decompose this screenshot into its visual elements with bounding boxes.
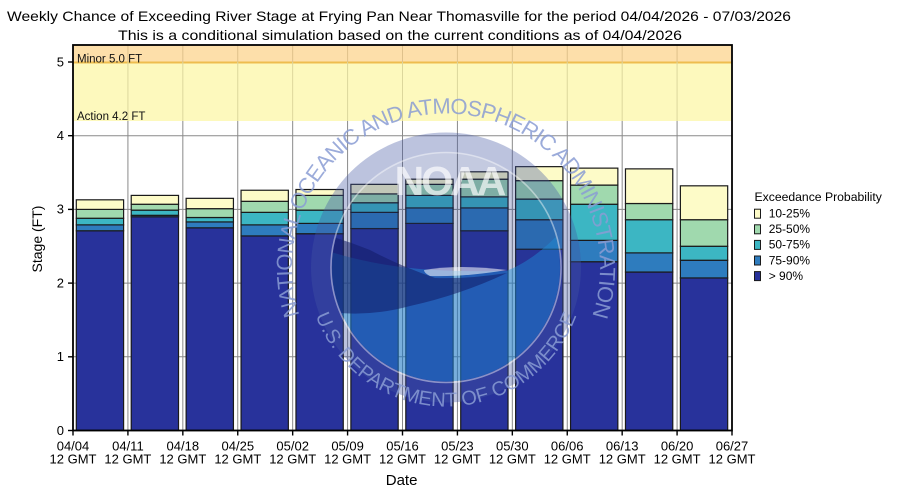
- svg-text:04/11: 04/11: [112, 439, 144, 454]
- svg-text:Weekly Chance of Exceeding Riv: Weekly Chance of Exceeding River Stage a…: [7, 8, 791, 24]
- svg-text:04/25: 04/25: [222, 439, 255, 454]
- svg-text:12 GMT: 12 GMT: [159, 452, 206, 467]
- svg-text:04/18: 04/18: [167, 439, 200, 454]
- svg-text:06/27: 06/27: [716, 439, 749, 454]
- svg-text:12 GMT: 12 GMT: [544, 452, 591, 467]
- svg-text:05/16: 05/16: [386, 439, 419, 454]
- svg-text:06/06: 06/06: [551, 439, 584, 454]
- svg-text:Date: Date: [386, 472, 418, 489]
- svg-text:NOAA: NOAA: [395, 158, 506, 204]
- svg-text:12 GMT: 12 GMT: [489, 452, 536, 467]
- svg-text:12 GMT: 12 GMT: [379, 452, 426, 467]
- svg-text:05/30: 05/30: [496, 439, 529, 454]
- svg-text:12 GMT: 12 GMT: [434, 452, 481, 467]
- svg-text:05/09: 05/09: [331, 439, 364, 454]
- svg-text:0: 0: [57, 423, 64, 438]
- svg-text:05/02: 05/02: [276, 439, 309, 454]
- svg-text:5: 5: [57, 54, 64, 69]
- svg-text:06/13: 06/13: [606, 439, 639, 454]
- svg-text:12 GMT: 12 GMT: [599, 452, 646, 467]
- svg-text:05/23: 05/23: [441, 439, 474, 454]
- svg-text:50-75%: 50-75%: [769, 238, 811, 252]
- svg-text:12 GMT: 12 GMT: [214, 452, 261, 467]
- svg-text:06/20: 06/20: [661, 439, 694, 454]
- svg-text:25-50%: 25-50%: [769, 222, 811, 236]
- svg-text:12 GMT: 12 GMT: [50, 452, 97, 467]
- svg-text:10-25%: 10-25%: [769, 207, 811, 221]
- svg-text:04/04: 04/04: [57, 439, 90, 454]
- svg-text:Minor 5.0 FT: Minor 5.0 FT: [77, 54, 142, 66]
- svg-text:4: 4: [57, 128, 64, 143]
- svg-text:12 GMT: 12 GMT: [654, 452, 701, 467]
- svg-text:12 GMT: 12 GMT: [709, 452, 756, 467]
- svg-text:12 GMT: 12 GMT: [269, 452, 316, 467]
- svg-text:Exceedance Probability: Exceedance Probability: [755, 190, 883, 204]
- svg-text:12 GMT: 12 GMT: [104, 452, 151, 467]
- svg-text:> 90%: > 90%: [769, 269, 804, 283]
- svg-text:75-90%: 75-90%: [769, 253, 811, 267]
- svg-text:Stage (FT): Stage (FT): [29, 206, 45, 273]
- svg-text:12 GMT: 12 GMT: [324, 452, 371, 467]
- svg-text:2: 2: [57, 275, 64, 290]
- svg-text:3: 3: [57, 202, 64, 217]
- svg-text:Action 4.2 FT: Action 4.2 FT: [77, 111, 145, 123]
- svg-text:This is a conditional simulati: This is a conditional simulation based o…: [118, 27, 682, 43]
- svg-text:1: 1: [57, 349, 64, 364]
